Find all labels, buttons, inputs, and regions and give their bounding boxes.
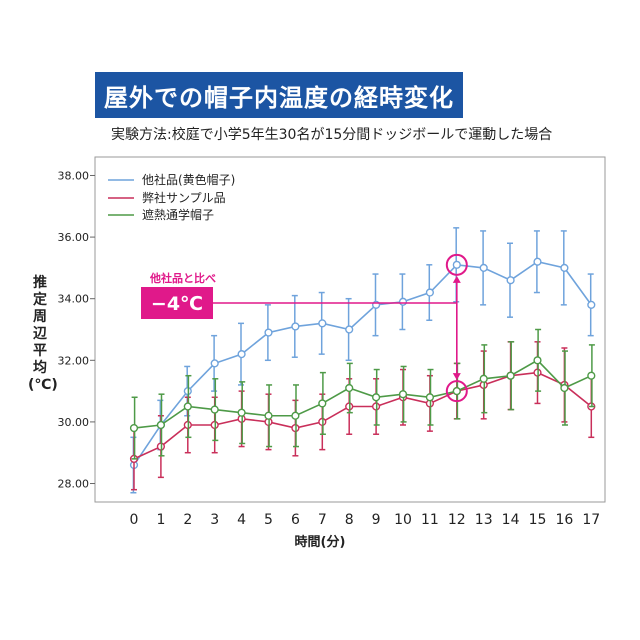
series-3-point: [506, 371, 515, 380]
series-1-point: [345, 325, 354, 334]
x-tick-label: 17: [582, 512, 600, 528]
x-tick-label: 15: [529, 512, 547, 528]
x-tick-label: 16: [555, 512, 573, 528]
y-tick-label: 34.00: [58, 293, 90, 306]
series-1-line: [133, 260, 592, 466]
series-1-point: [479, 263, 488, 272]
series-1-point: [291, 322, 300, 331]
series-3-point: [560, 383, 569, 393]
plot-frame: [94, 156, 606, 503]
y-tick-label: 38.00: [58, 169, 90, 182]
series-3-point: [587, 371, 596, 380]
series-1-point: [210, 359, 219, 368]
x-tick-label: 3: [210, 512, 219, 528]
y-axis-label: 推定周辺平均(℃): [28, 275, 58, 393]
x-tick-label: 2: [183, 512, 192, 528]
y-tick-label: 36.00: [58, 231, 90, 244]
series-3-point: [318, 399, 327, 408]
series-1-point: [425, 288, 435, 297]
series-3-point: [479, 374, 488, 383]
series-3-point: [210, 405, 219, 414]
series-1-point: [237, 350, 246, 359]
series-1-point: [318, 319, 327, 328]
series-3-point: [183, 402, 192, 411]
title-banner: 屋外での帽子内温度の経時変化: [95, 72, 463, 118]
x-tick-label: 12: [448, 512, 466, 528]
series-3-point: [156, 420, 166, 430]
x-tick-label: 10: [394, 512, 412, 528]
series-1-point: [452, 260, 461, 269]
series-1-point: [560, 263, 569, 272]
arrow-head-up: [452, 275, 461, 283]
series-3-point: [291, 411, 300, 420]
x-tick-label: 5: [264, 512, 273, 528]
series-1-point: [587, 300, 596, 309]
series-3-point: [425, 393, 435, 402]
x-tick-label: 4: [237, 512, 246, 528]
y-tick-label: 30.00: [58, 416, 90, 429]
x-tick-label: 8: [345, 512, 354, 528]
series-2-line: [133, 371, 592, 460]
series-3-point: [129, 423, 139, 433]
highlight-circle: [445, 253, 468, 276]
series-3-point: [533, 356, 542, 365]
series-3-point: [398, 390, 408, 399]
delta-badge: [141, 287, 213, 319]
series-1-point: [533, 257, 542, 266]
series-1-point: [264, 328, 273, 337]
highlight-circle: [445, 380, 468, 403]
series-3-point: [237, 408, 246, 417]
x-tick-label: 0: [130, 512, 139, 528]
chart-title: 屋外での帽子内温度の経時変化: [104, 83, 454, 112]
x-tick-label: 13: [475, 512, 493, 528]
delta-value: −4℃: [151, 293, 203, 315]
x-tick-label: 7: [318, 512, 327, 528]
series-3-line: [133, 359, 592, 429]
x-tick-label: 9: [372, 512, 381, 528]
x-tick-label: 6: [291, 512, 300, 528]
series-3-point: [345, 383, 354, 393]
y-tick-label: 28.00: [58, 478, 90, 491]
legend-label: 弊社サンプル品: [142, 190, 226, 205]
annotation-note: 他社品と比べ: [149, 271, 216, 285]
x-tick-label: 11: [421, 512, 439, 528]
legend-label: 他社品(黄色帽子): [142, 172, 235, 187]
y-tick-label: 32.00: [58, 354, 90, 367]
chart-subtitle: 実験方法:校庭で小学5年生30名が15分間ドッジボールで運動した場合: [111, 127, 553, 143]
series-3-point: [452, 387, 461, 396]
x-tick-label: 14: [502, 512, 520, 528]
arrow-head-down: [452, 373, 461, 381]
series-1-point: [398, 297, 408, 306]
series-3-point: [264, 411, 273, 420]
series-1-point: [506, 276, 515, 285]
x-axis-label: 時間(分): [294, 535, 346, 550]
series-3-point: [372, 393, 381, 402]
x-tick-label: 1: [156, 512, 165, 528]
legend-label: 遮熱通学帽子: [142, 207, 214, 222]
